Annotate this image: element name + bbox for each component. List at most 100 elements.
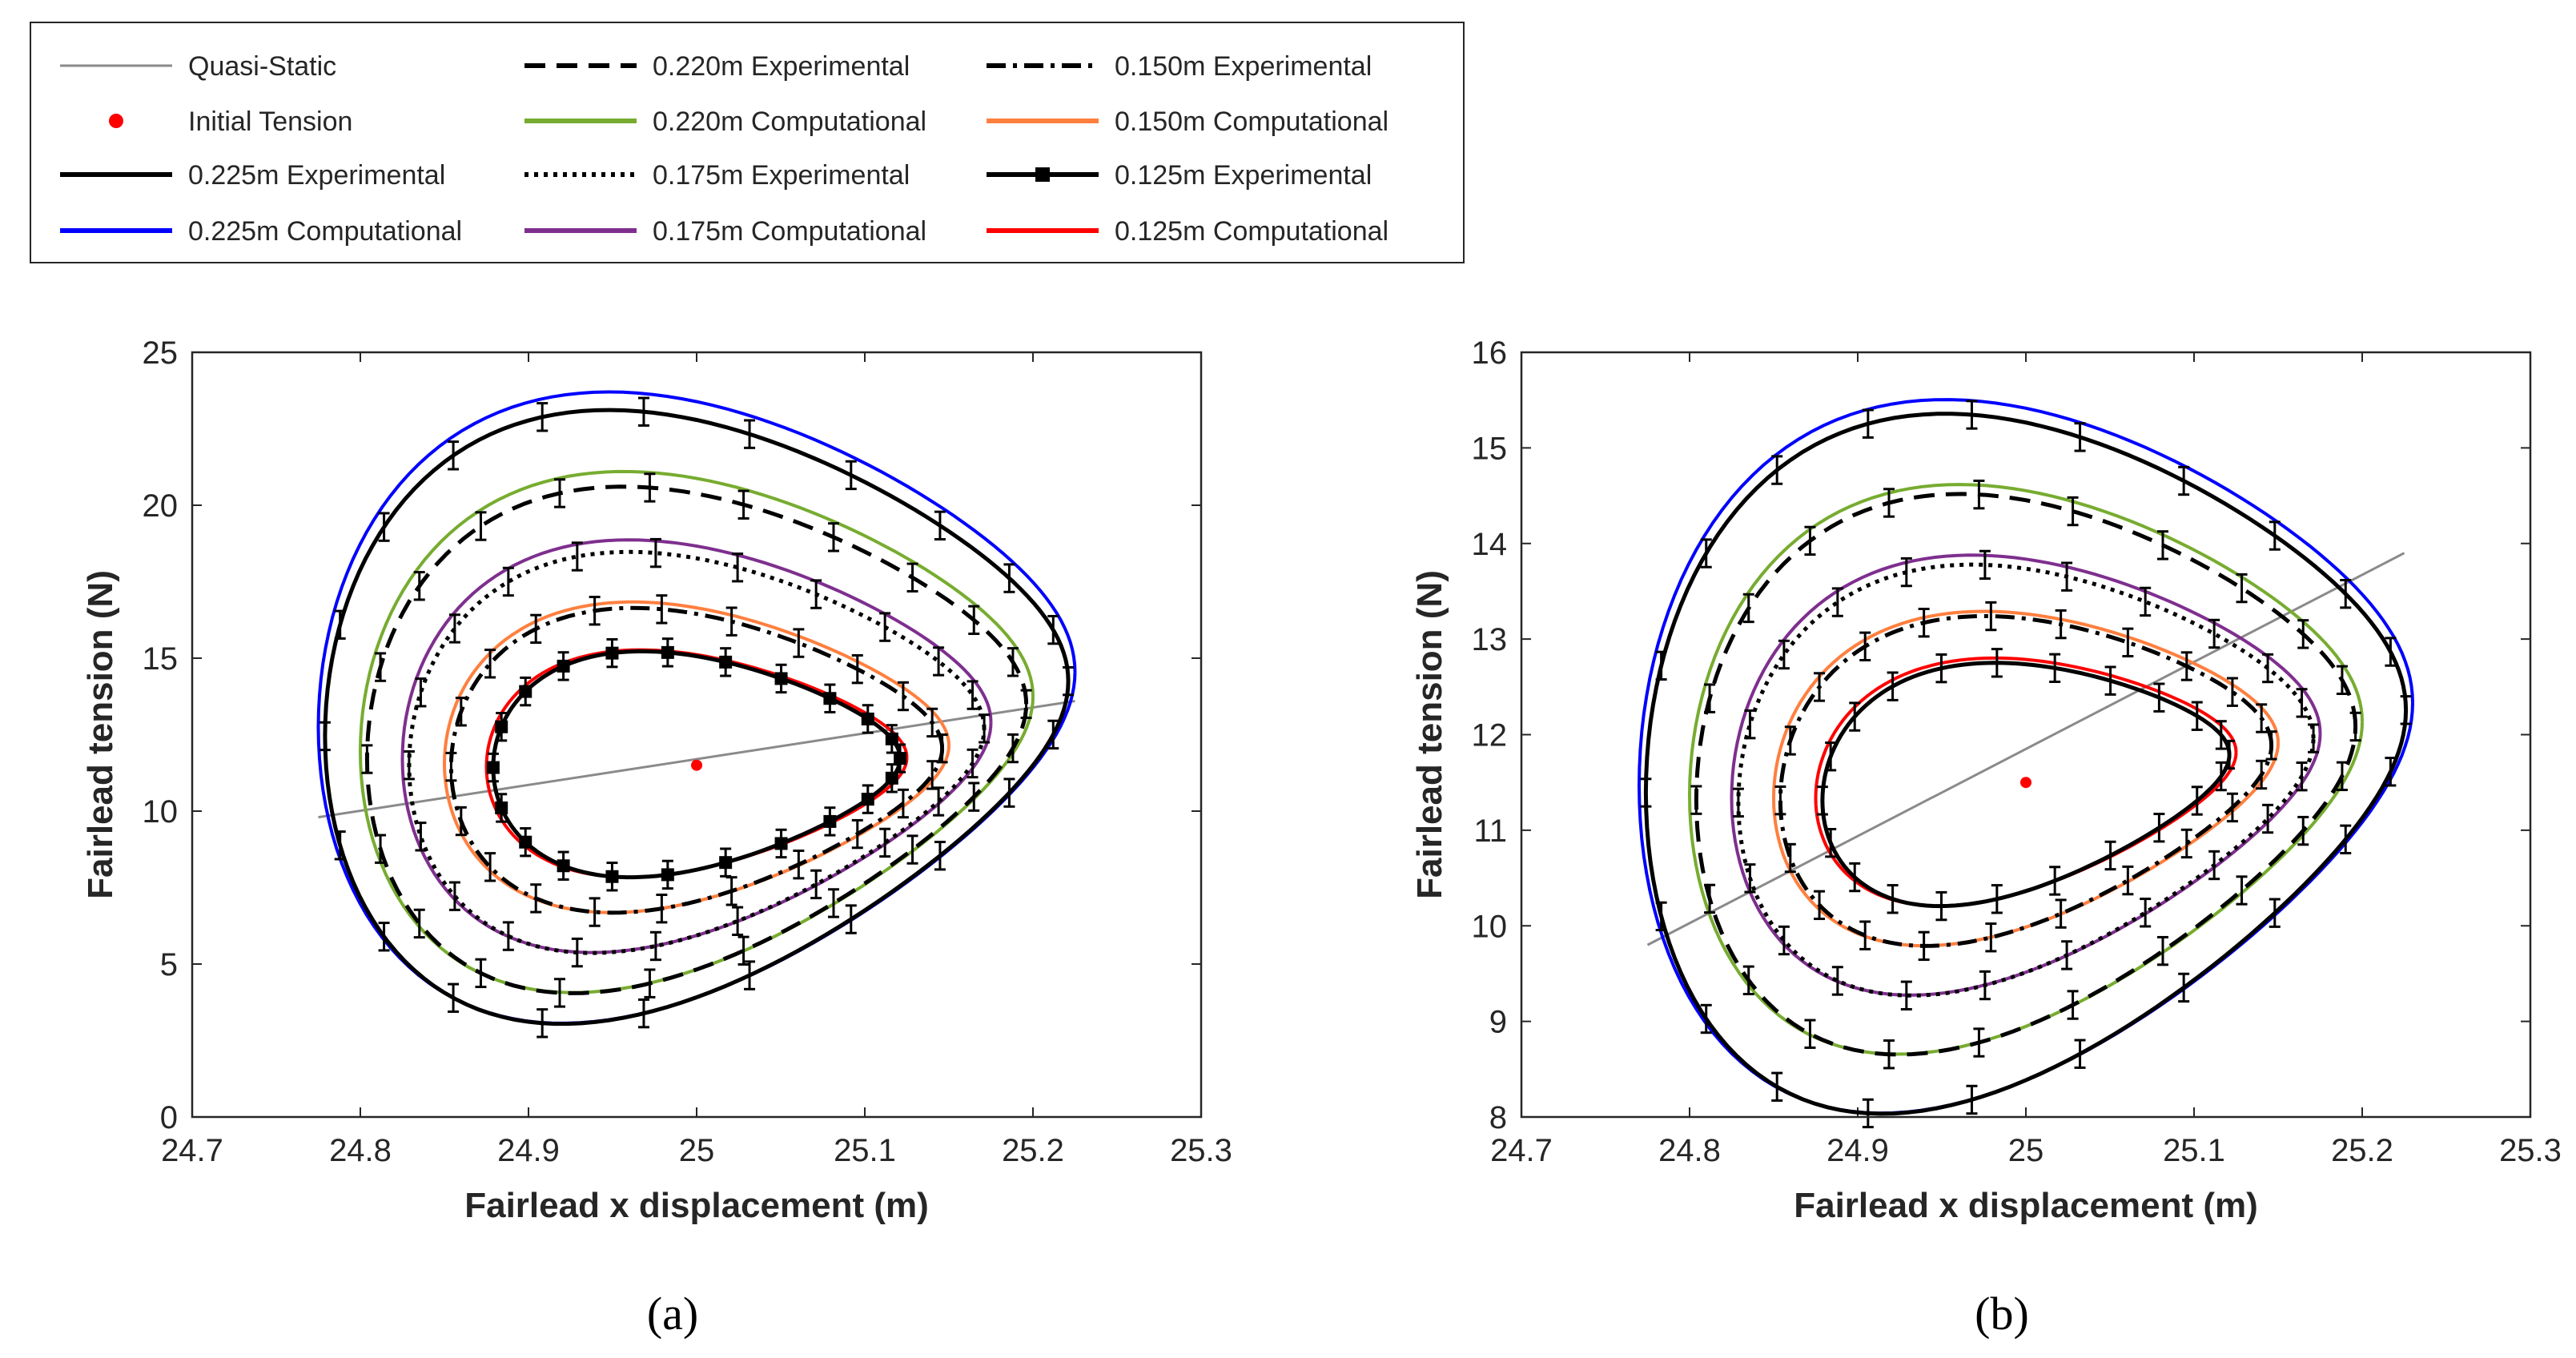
p0-errorbar-0.225m (1047, 719, 1059, 750)
p0-errorbar-0.225m (334, 609, 346, 640)
p0-errorbar-0.220m (906, 834, 918, 865)
p0-errorbar-0.225m (934, 841, 946, 871)
p0-ytick-label: 5 (160, 947, 178, 982)
p0-errorbar-0.220m (968, 781, 980, 812)
p0-plot-area (192, 352, 1201, 1117)
p0-errorbar-0.220m (737, 935, 749, 966)
p0-errorbar-0.225m (934, 510, 946, 541)
p1-errorbar-0.125m (1825, 741, 1837, 772)
p1-xtick-label: 24.7 (1490, 1133, 1553, 1168)
p0-errorbar-0.175m (502, 566, 514, 597)
p1-errorbar-0.175m (2208, 850, 2220, 881)
p0-errorbar-0.150m (484, 852, 496, 882)
p0-errorbar-0.225m (378, 922, 390, 952)
p0-errorbar-0.225m (319, 721, 331, 752)
p1-errorbar-0.175m (1778, 639, 1790, 670)
p1-errorbar-0.220m (1973, 1027, 1985, 1058)
p1-errorbar-0.175m (2262, 803, 2274, 834)
p0-errorbar-0.220m (413, 908, 425, 939)
p1-errorbar-0.220m (2236, 875, 2248, 906)
p1-errorbar-0.175m (1900, 980, 1912, 1010)
p1-errorbar-0.150m (2055, 898, 2067, 929)
p0-errorbar-0.150m (897, 681, 909, 712)
p0-errorbar-0.150m (936, 733, 948, 764)
legend-box (30, 22, 1465, 263)
p1-errorbar-0.150m (2122, 627, 2134, 658)
p0-errorbar-0.220m (644, 968, 656, 998)
p0-marker-0.125m-experimental (719, 856, 733, 870)
p1-errorbar-0.125m (2104, 665, 2116, 696)
p1-errorbar-0.175m (2140, 898, 2152, 928)
p1-errorbar-0.225m (2340, 824, 2352, 855)
p1-errorbar-0.150m (2226, 677, 2238, 707)
p1-errorbar-0.175m (1831, 587, 1843, 617)
p1-errorbar-0.125m (1887, 671, 1899, 701)
p1-ytick-label: 15 (1472, 431, 1508, 466)
p1-ytick-label: 10 (1472, 909, 1508, 944)
p0-errorbar-0.150m (926, 707, 938, 738)
p1-xtick-label: 25.2 (2331, 1133, 2393, 1168)
p1-xtick-label: 24.8 (1658, 1133, 1721, 1168)
p0-y-axis-title: Fairlead tension (N) (81, 570, 120, 899)
p1-axes-frame (1520, 351, 2532, 1119)
p0-errorbar-0.220m (644, 472, 656, 503)
p1-series-0.150m-experimental (1778, 614, 2274, 948)
p1-errorbar-0.225m (1700, 1003, 1712, 1035)
p0-errorbar-0.150m (793, 849, 805, 880)
p0-marker-0.125m-experimental (774, 672, 788, 685)
p1-ytick-label: 16 (1472, 335, 1508, 371)
p0-errorbar-0.225m (378, 512, 390, 542)
p0-marker-0.125m-experimental (823, 692, 837, 705)
p1-errorbar-0.225m (1771, 1071, 1783, 1102)
p0-marker-0.125m-experimental (885, 732, 898, 745)
legend-marker-initial-tension (109, 114, 123, 128)
p0-marker-0.125m-experimental (885, 771, 898, 785)
p1-xtick-label: 25.1 (2163, 1133, 2225, 1168)
p1-errorbar-0.150m (1918, 607, 1930, 638)
p0-errorbar-0.150m (589, 596, 601, 626)
p1-errorbar-0.225m (1655, 650, 1667, 681)
p0-errorbar-0.225m (1063, 665, 1075, 697)
p0-x-axis-title: Fairlead x displacement (m) (464, 1186, 929, 1225)
p0-ytick-label: 0 (160, 1100, 178, 1135)
p1-plot-area (1521, 352, 2530, 1117)
p0-marker-initial-tension (691, 759, 702, 771)
p0-marker-0.125m-experimental (486, 761, 500, 774)
p1-errorbar-0.150m (1774, 785, 1786, 816)
p1-errorbar-0.225m (1862, 1098, 1874, 1129)
p0-marker-0.125m-experimental (495, 720, 508, 733)
p1-panel-label: (b) (1975, 1288, 2029, 1340)
p1-errorbar-0.150m (1814, 672, 1826, 702)
p1-errorbar-0.225m (1771, 455, 1783, 485)
p0-errorbar-0.150m (455, 806, 467, 837)
p1-errorbar-0.225m (1640, 777, 1652, 808)
p0-errorbar-0.225m (448, 982, 460, 1013)
p1-errorbar-0.175m (2296, 761, 2308, 792)
p1-errorbar-0.220m (2336, 665, 2348, 696)
p1-errorbar-0.150m (2180, 828, 2192, 859)
p1-errorbar-0.175m (2061, 940, 2073, 970)
p0-errorbar-0.225m (1003, 563, 1015, 593)
p0-errorbar-0.175m (879, 612, 891, 642)
p1-errorbar-0.225m (2385, 757, 2397, 787)
p1-errorbar-0.225m (1862, 408, 1874, 439)
p1-errorbar-0.175m (1778, 925, 1790, 956)
p1-errorbar-0.175m (1831, 966, 1843, 996)
p1-errorbar-0.125m (1887, 884, 1899, 914)
p1-errorbar-0.175m (2262, 653, 2274, 684)
p0-ytick-label: 25 (143, 335, 179, 371)
p0-errorbar-0.150m (725, 606, 737, 637)
p0-errorbar-0.220m (737, 489, 749, 520)
p0-marker-0.125m-experimental (495, 801, 508, 814)
p1-errorbar-0.150m (2122, 865, 2134, 896)
p1-errorbar-0.150m (1918, 930, 1930, 962)
p0-errorbar-0.220m (375, 652, 387, 682)
p1-errorbar-0.150m (1814, 890, 1826, 921)
p0-errorbar-0.175m (649, 537, 661, 569)
legend-label-0-175m-computational: 0.175m Computational (653, 216, 926, 247)
p0-series-0.150m-experimental (448, 605, 945, 915)
p0-errorbar-0.225m (536, 402, 549, 432)
p1-errorbar-0.150m (1985, 922, 1997, 953)
p0-errorbar-0.220m (827, 522, 839, 552)
